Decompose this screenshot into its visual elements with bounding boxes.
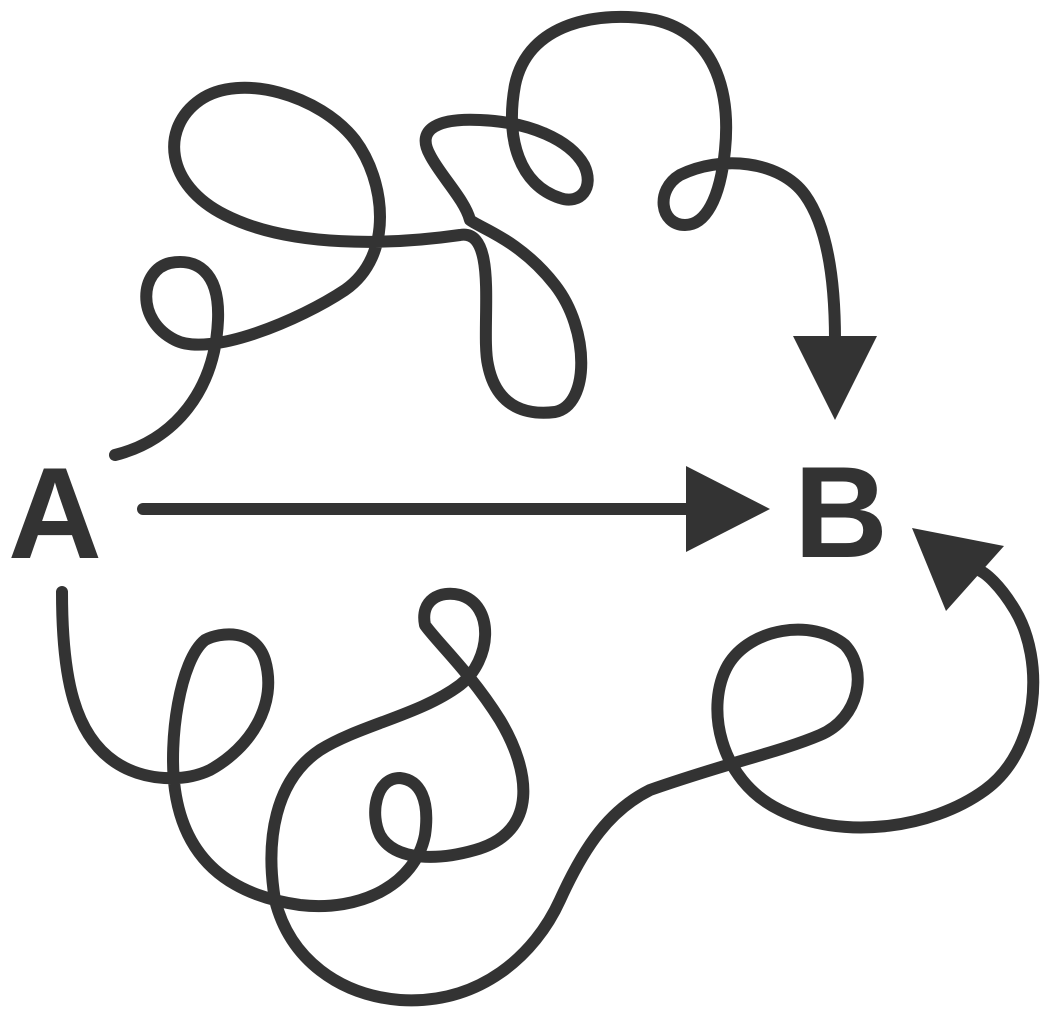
upper-tangled-path-arrowhead	[793, 336, 877, 420]
node-a-label: A	[8, 440, 102, 586]
lower-tangled-path	[62, 528, 1033, 1000]
direct-path	[143, 466, 770, 552]
direct-path-arrowhead	[686, 466, 770, 552]
node-b-label: B	[794, 439, 888, 585]
upper-tangled-path	[115, 17, 877, 455]
upper-tangled-path-line	[115, 17, 835, 455]
lower-tangled-path-line	[62, 570, 1033, 1000]
lower-tangled-path-arrowhead	[912, 528, 1004, 611]
